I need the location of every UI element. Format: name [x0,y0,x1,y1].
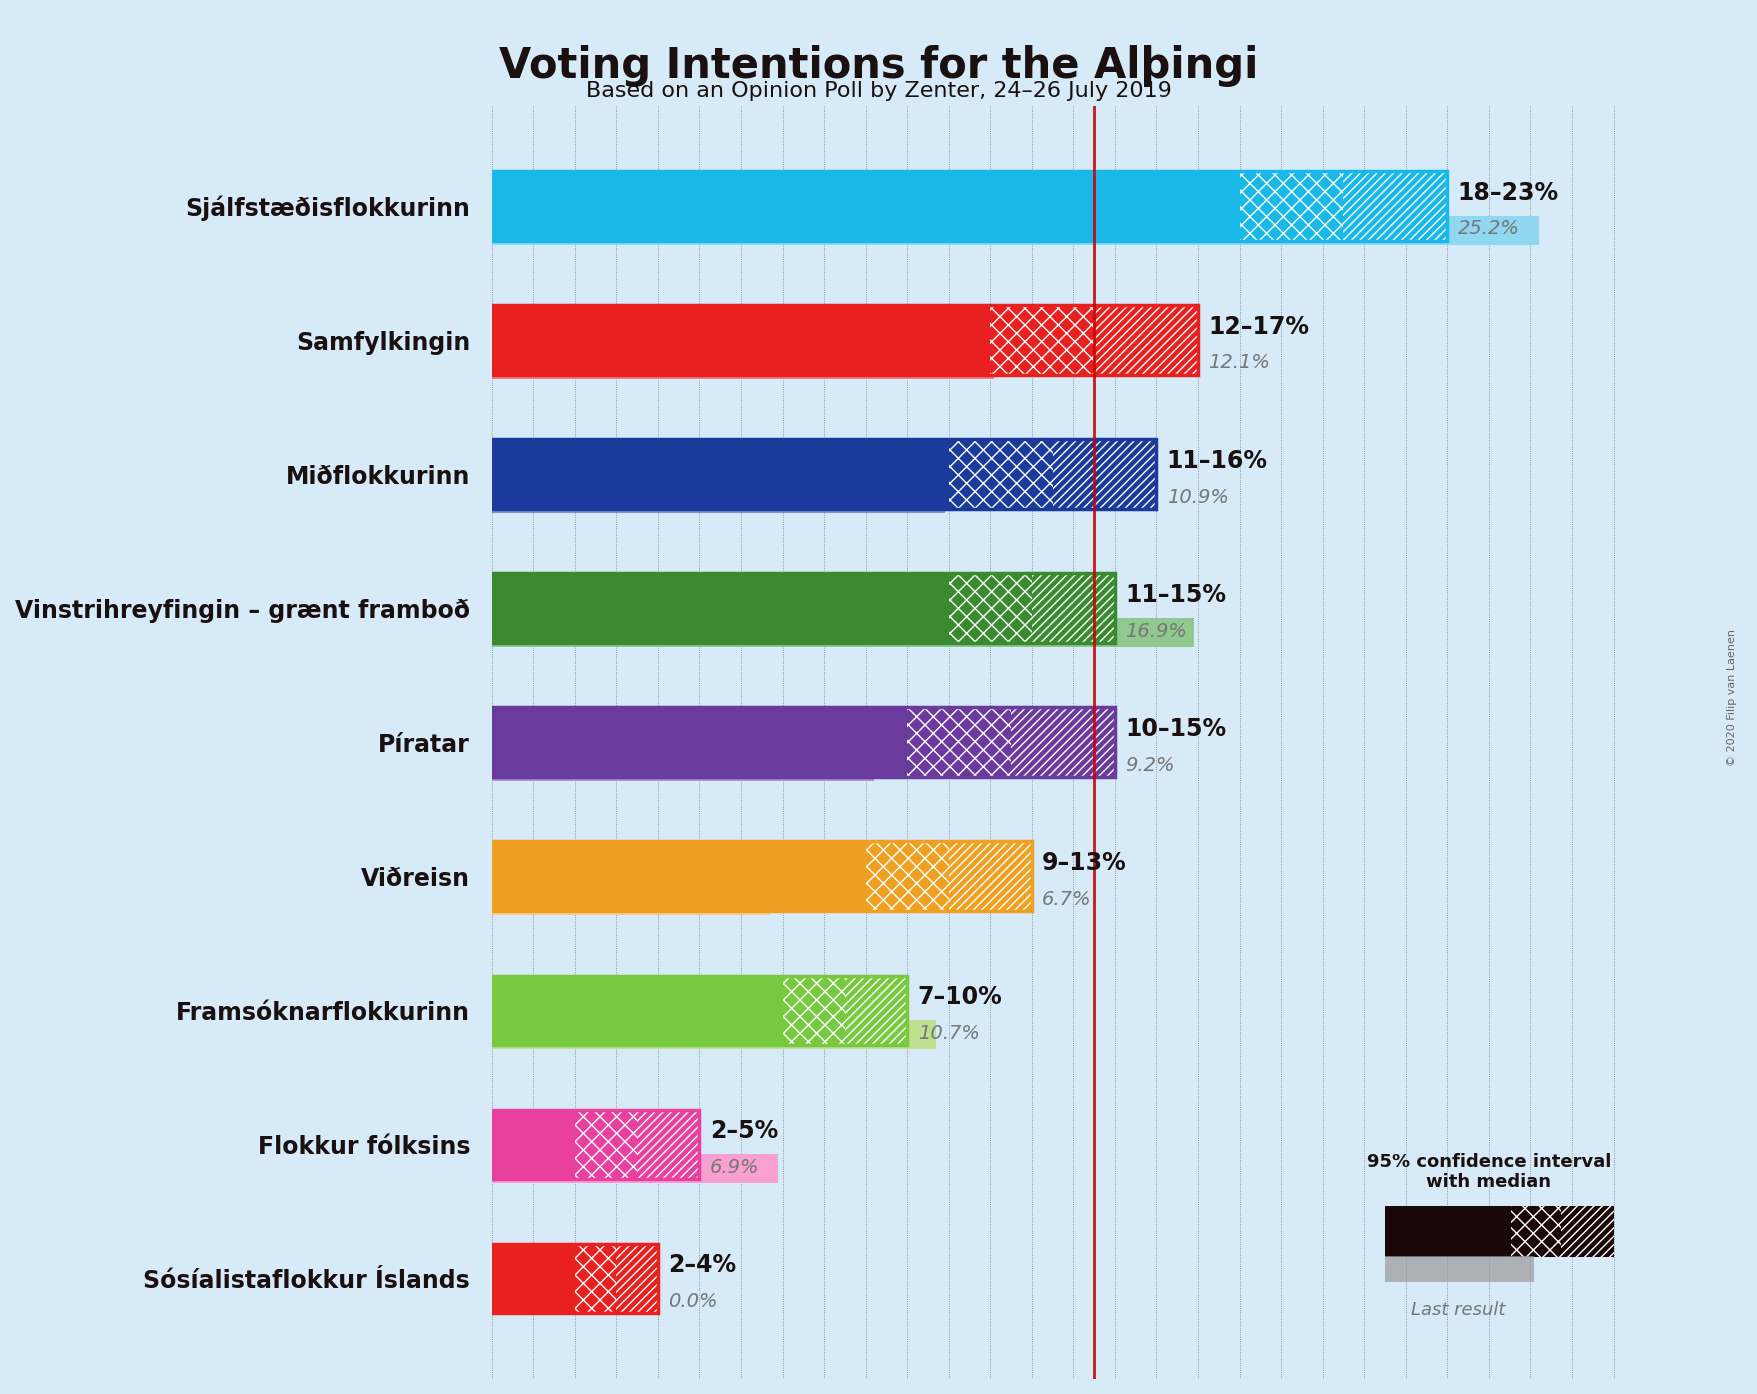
Text: 11–16%: 11–16% [1167,449,1267,473]
Bar [492,216,1537,245]
Bar [492,885,770,916]
Bar [492,1154,778,1184]
Text: 10–15%: 10–15% [1124,717,1226,740]
Text: 2–4%: 2–4% [668,1253,736,1277]
Bar [949,439,1052,509]
Bar [492,484,944,513]
Text: 2–5%: 2–5% [710,1119,778,1143]
Bar [492,350,994,379]
Bar [1093,305,1197,375]
Bar [492,707,1114,778]
Bar [492,171,1446,241]
Bar [492,305,1197,375]
Bar [1239,171,1342,241]
Bar [845,976,907,1046]
Bar [636,1110,699,1179]
Text: 0.0%: 0.0% [668,1292,717,1310]
Bar [1052,439,1156,509]
Text: Last result: Last result [1411,1301,1504,1319]
Bar [782,976,845,1046]
Bar [1342,171,1446,241]
Bar [492,842,864,912]
Bar [1031,573,1114,643]
Text: Voting Intentions for the Alþingi: Voting Intentions for the Alþingi [499,45,1258,86]
Text: 18–23%: 18–23% [1457,181,1558,205]
Text: 11–15%: 11–15% [1124,583,1226,606]
Text: 6.7%: 6.7% [1042,889,1091,909]
Text: © 2020 Filip van Laenen: © 2020 Filip van Laenen [1725,629,1736,765]
Bar [492,976,782,1046]
Bar [492,1243,575,1313]
Bar [575,1110,636,1179]
Bar [949,573,1031,643]
Bar [1385,1206,1509,1257]
Text: 7–10%: 7–10% [917,986,1001,1009]
Bar [492,842,1031,912]
Bar [492,1110,575,1179]
Bar [575,1243,617,1313]
Bar [492,439,1156,509]
Bar [1010,707,1114,778]
Text: 16.9%: 16.9% [1124,622,1186,641]
Text: Based on an Opinion Poll by Zenter, 24–26 July 2019: Based on an Opinion Poll by Zenter, 24–2… [585,81,1172,100]
Bar [492,573,949,643]
Bar [492,707,907,778]
Bar [492,618,1193,647]
Bar [617,1243,657,1313]
Text: 6.9%: 6.9% [710,1157,759,1177]
Bar [492,573,1114,643]
Bar [492,171,1239,241]
Text: 9.2%: 9.2% [1124,756,1174,775]
Bar [492,1020,936,1050]
Text: 10.9%: 10.9% [1167,488,1228,506]
Text: 12.1%: 12.1% [1207,354,1270,372]
Bar [1560,1206,1613,1257]
Bar [949,842,1031,912]
Bar [492,751,873,781]
Bar [492,439,949,509]
Text: 9–13%: 9–13% [1042,850,1126,875]
Bar [864,842,949,912]
Bar [907,707,1010,778]
Bar [492,1110,699,1179]
Text: 25.2%: 25.2% [1457,219,1518,238]
Bar [492,1243,657,1313]
Bar [1509,1206,1560,1257]
Bar [1385,1256,1532,1282]
Text: 95% confidence interval
with median: 95% confidence interval with median [1365,1153,1609,1192]
Bar [989,305,1093,375]
Bar [492,305,989,375]
Text: 10.7%: 10.7% [917,1023,979,1043]
Text: 12–17%: 12–17% [1207,315,1309,339]
Bar [492,976,907,1046]
